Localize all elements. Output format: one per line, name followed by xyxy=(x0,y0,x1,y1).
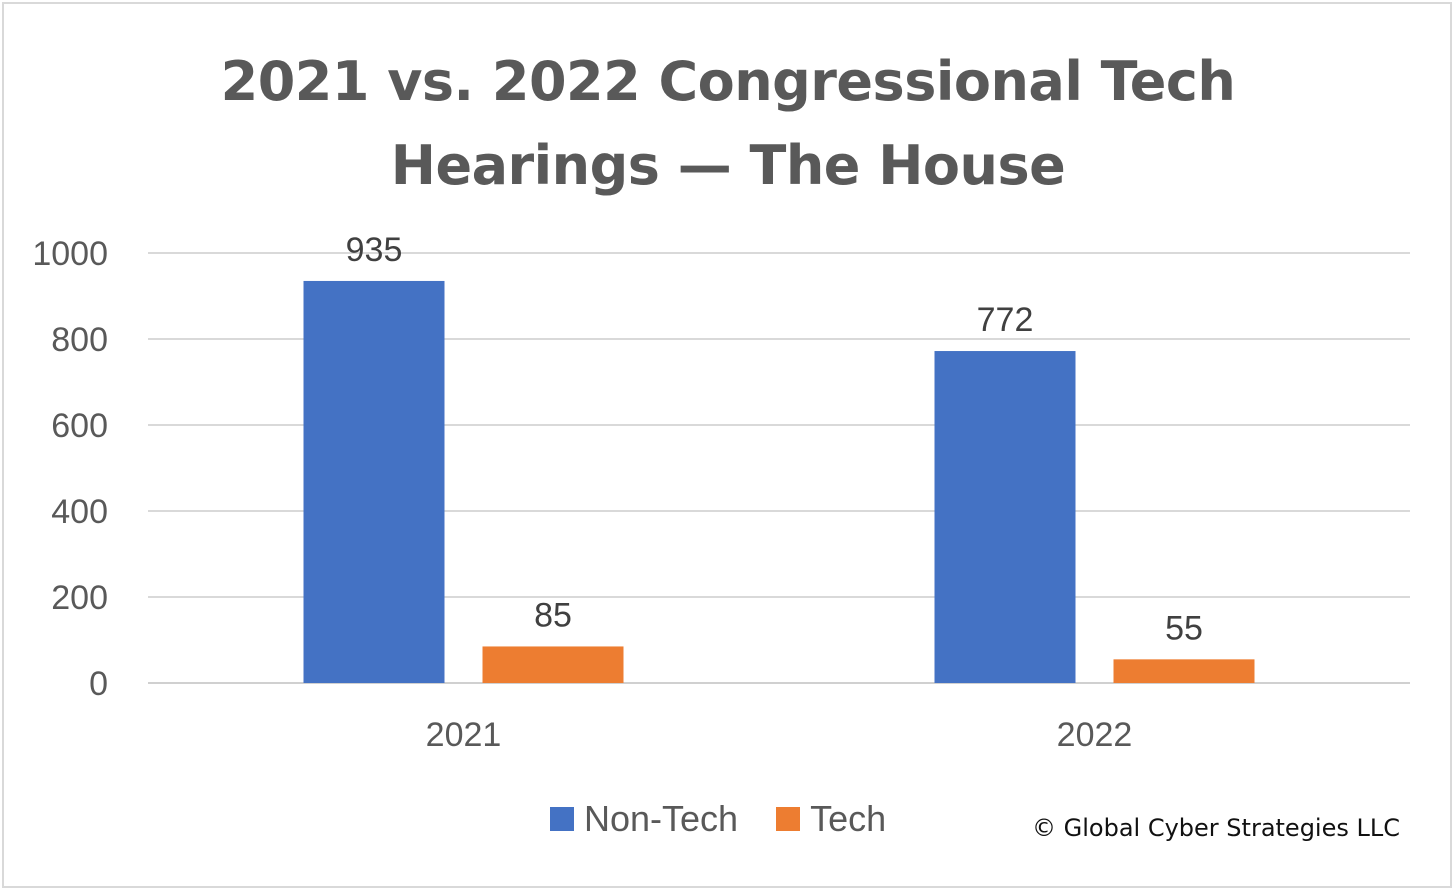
data-label-tech-2021: 85 xyxy=(534,596,572,634)
bar-tech-2022 xyxy=(1113,659,1255,683)
y-tick-label-400: 400 xyxy=(51,493,108,531)
legend-swatch-non-tech xyxy=(550,807,574,831)
legend: Non-Tech Tech xyxy=(550,798,924,840)
legend-item-tech: Tech xyxy=(776,798,886,840)
x-tick-label-2022: 2022 xyxy=(1057,716,1133,754)
chart-title-line-2: Hearings — The House xyxy=(390,134,1066,197)
y-tick-label-1000: 1000 xyxy=(32,235,108,273)
legend-item-non-tech: Non-Tech xyxy=(550,798,738,840)
legend-label-non-tech: Non-Tech xyxy=(584,798,739,839)
chart-title: 2021 vs. 2022 Congressional Tech Hearing… xyxy=(0,40,1456,208)
y-tick-label-200: 200 xyxy=(51,579,108,617)
copyright-notice: © Global Cyber Strategies LLC xyxy=(1032,814,1400,842)
y-tick-label-800: 800 xyxy=(51,321,108,359)
legend-swatch-tech xyxy=(776,807,801,831)
chart-title-line-1: 2021 vs. 2022 Congressional Tech xyxy=(220,50,1236,113)
data-label-non-tech-2021: 935 xyxy=(346,231,403,269)
x-tick-label-2021: 2021 xyxy=(426,716,502,754)
data-label-tech-2022: 55 xyxy=(1165,609,1203,647)
legend-label-tech: Tech xyxy=(810,798,887,839)
y-tick-label-600: 600 xyxy=(51,407,108,445)
y-tick-label-0: 0 xyxy=(89,665,108,703)
bar-non-tech-2021 xyxy=(303,280,445,683)
bar-non-tech-2022 xyxy=(934,351,1076,683)
bar-tech-2021 xyxy=(482,646,624,683)
data-label-non-tech-2022: 772 xyxy=(977,301,1034,339)
